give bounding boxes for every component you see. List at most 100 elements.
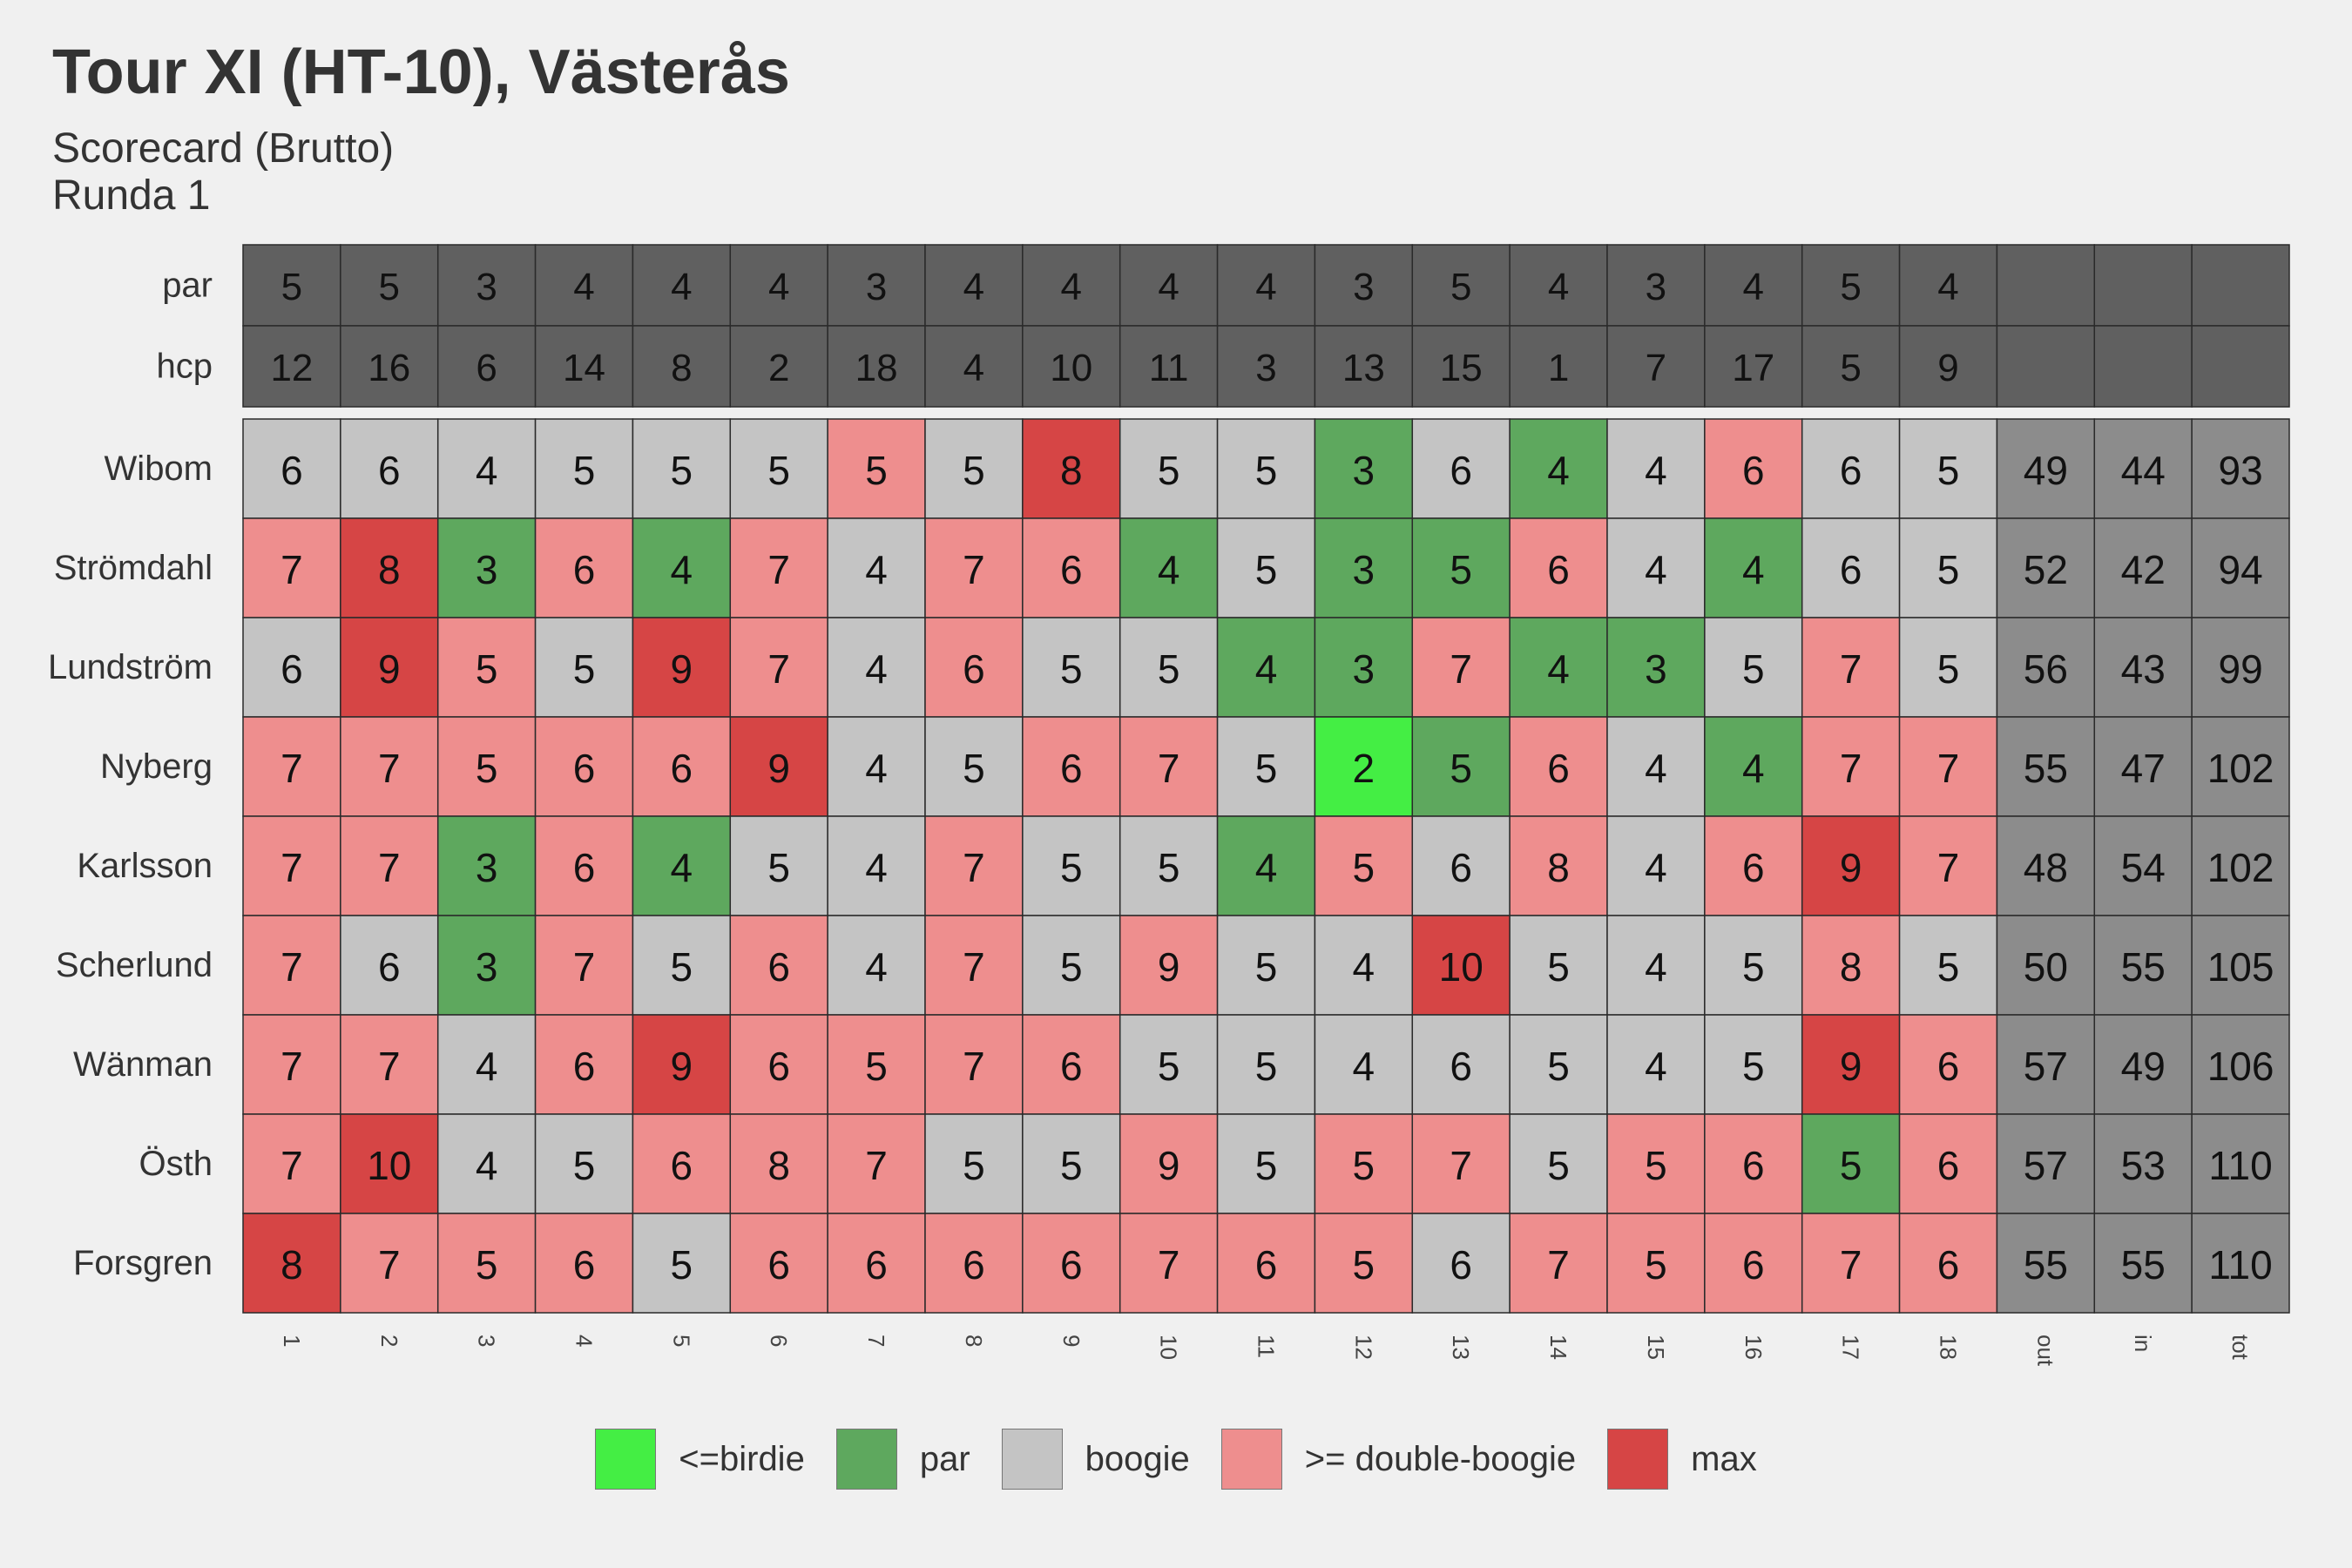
total-value-östh-out: 57 — [2024, 1143, 2068, 1188]
header-value-par-16: 4 — [1743, 266, 1764, 308]
total-value-forsgren-tot: 110 — [2208, 1242, 2272, 1288]
score-value-karlsson-16: 6 — [1742, 845, 1765, 890]
score-value-wänman-9: 6 — [1060, 1044, 1083, 1089]
score-value-scherlund-14: 5 — [1547, 944, 1570, 990]
x-tick-label-in: in — [2130, 1335, 2156, 1352]
score-value-forsgren-9: 6 — [1060, 1242, 1083, 1288]
header-value-par-15: 3 — [1646, 266, 1666, 308]
header-value-hcp-6: 2 — [768, 347, 789, 389]
score-value-lundström-12: 3 — [1353, 646, 1375, 692]
score-value-strömdahl-7: 4 — [865, 547, 888, 592]
score-value-forsgren-4: 6 — [573, 1242, 596, 1288]
legend-swatch-max — [1607, 1429, 1669, 1490]
total-value-karlsson-in: 54 — [2121, 845, 2166, 890]
legend-swatch-double — [1220, 1429, 1282, 1490]
score-cell-wibom-5 — [632, 418, 732, 519]
total-value-lundström-tot: 99 — [2218, 646, 2262, 692]
legend-label-max: max — [1691, 1439, 1757, 1478]
score-value-strömdahl-16: 4 — [1742, 547, 1765, 592]
score-cell-östh-3 — [436, 1113, 537, 1214]
player-name-lundström: Lundström — [48, 648, 213, 686]
score-cell-lundström-14 — [1509, 617, 1608, 718]
score-value-nyberg-16: 4 — [1742, 746, 1765, 791]
header-value-hcp-8: 4 — [963, 347, 984, 389]
score-value-lundström-5: 9 — [671, 646, 693, 692]
header-value-hcp-12: 13 — [1342, 347, 1385, 389]
total-value-karlsson-tot: 102 — [2207, 845, 2274, 890]
total-cell-wänman-in — [2093, 1014, 2193, 1115]
total-cell-karlsson-in — [2093, 815, 2193, 916]
score-value-strömdahl-17: 6 — [1840, 547, 1862, 592]
header-cell-par-9 — [1022, 244, 1121, 327]
total-value-scherlund-tot: 105 — [2207, 944, 2274, 990]
header-cell-par-11 — [1216, 244, 1316, 327]
header-cell-hcp-10 — [1119, 325, 1219, 408]
score-cell-wibom-18 — [1898, 418, 1998, 519]
total-cell-scherlund-tot — [2191, 915, 2290, 1016]
total-cell-karlsson-out — [1996, 815, 2096, 916]
total-cell-karlsson-tot — [2191, 815, 2290, 916]
score-value-östh-12: 5 — [1353, 1143, 1375, 1188]
total-value-strömdahl-in: 42 — [2121, 547, 2166, 592]
score-value-nyberg-5: 6 — [671, 746, 693, 791]
header-cell-par-15 — [1606, 244, 1706, 327]
total-cell-lundström-tot — [2191, 617, 2290, 718]
legend-item-bogey: boogie — [1001, 1429, 1190, 1490]
score-cell-karlsson-14 — [1509, 815, 1608, 916]
score-cell-karlsson-2 — [340, 815, 439, 916]
score-cell-scherlund-17 — [1801, 915, 1901, 1016]
score-cell-wänman-13 — [1411, 1014, 1511, 1115]
header-cell-hcp-17 — [1801, 325, 1901, 408]
score-value-strömdahl-6: 7 — [767, 547, 790, 592]
score-value-forsgren-6: 6 — [767, 1242, 790, 1288]
score-value-lundström-18: 5 — [1937, 646, 1960, 692]
score-cell-strömdahl-9 — [1022, 517, 1121, 618]
header-cell-par-20 — [2093, 244, 2193, 327]
score-value-karlsson-18: 7 — [1937, 845, 1960, 890]
score-value-wänman-12: 4 — [1353, 1044, 1375, 1089]
total-value-karlsson-out: 48 — [2024, 845, 2068, 890]
header-cell-par-7 — [827, 244, 926, 327]
total-cell-nyberg-in — [2093, 716, 2193, 817]
header-value-hcp-1: 12 — [270, 347, 313, 389]
score-cell-nyberg-10 — [1119, 716, 1219, 817]
player-name-östh: Östh — [139, 1145, 213, 1183]
score-value-wänman-17: 9 — [1840, 1044, 1862, 1089]
legend-swatch-par — [835, 1429, 897, 1490]
score-cell-forsgren-18 — [1898, 1213, 1998, 1314]
x-tick-label-2: 2 — [376, 1335, 402, 1347]
score-value-forsgren-13: 6 — [1450, 1242, 1472, 1288]
total-cell-strömdahl-out — [1996, 517, 2096, 618]
score-value-wänman-3: 4 — [476, 1044, 498, 1089]
score-cell-forsgren-12 — [1314, 1213, 1414, 1314]
score-value-scherlund-11: 5 — [1255, 944, 1278, 990]
header-value-par-5: 4 — [671, 266, 692, 308]
total-value-wänman-tot: 106 — [2207, 1044, 2274, 1089]
score-value-wänman-13: 6 — [1450, 1044, 1472, 1089]
total-cell-östh-tot — [2191, 1113, 2290, 1214]
score-cell-scherlund-10 — [1119, 915, 1219, 1016]
score-value-nyberg-6: 9 — [767, 746, 790, 791]
chart-subtitle: Scorecard (Brutto) Runda 1 — [52, 125, 395, 219]
score-value-wibom-2: 6 — [378, 448, 401, 493]
score-value-wibom-17: 6 — [1840, 448, 1862, 493]
score-value-karlsson-6: 5 — [767, 845, 790, 890]
score-cell-östh-5 — [632, 1113, 732, 1214]
score-cell-karlsson-6 — [729, 815, 828, 916]
total-cell-wänman-tot — [2191, 1014, 2290, 1115]
score-cell-wibom-3 — [436, 418, 537, 519]
score-value-nyberg-18: 7 — [1937, 746, 1960, 791]
score-value-lundström-17: 7 — [1840, 646, 1862, 692]
score-cell-scherlund-1 — [242, 915, 341, 1016]
score-value-wänman-7: 5 — [865, 1044, 888, 1089]
score-value-nyberg-11: 5 — [1255, 746, 1278, 791]
total-value-scherlund-in: 55 — [2121, 944, 2166, 990]
score-value-strömdahl-10: 4 — [1158, 547, 1180, 592]
total-cell-strömdahl-in — [2093, 517, 2193, 618]
header-cell-par-1 — [242, 244, 341, 327]
x-tick-label-9: 9 — [1058, 1335, 1085, 1347]
score-value-scherlund-2: 6 — [378, 944, 401, 990]
header-cell-hcp-3 — [436, 325, 537, 408]
score-cell-strömdahl-6 — [729, 517, 828, 618]
score-value-lundström-9: 5 — [1060, 646, 1083, 692]
